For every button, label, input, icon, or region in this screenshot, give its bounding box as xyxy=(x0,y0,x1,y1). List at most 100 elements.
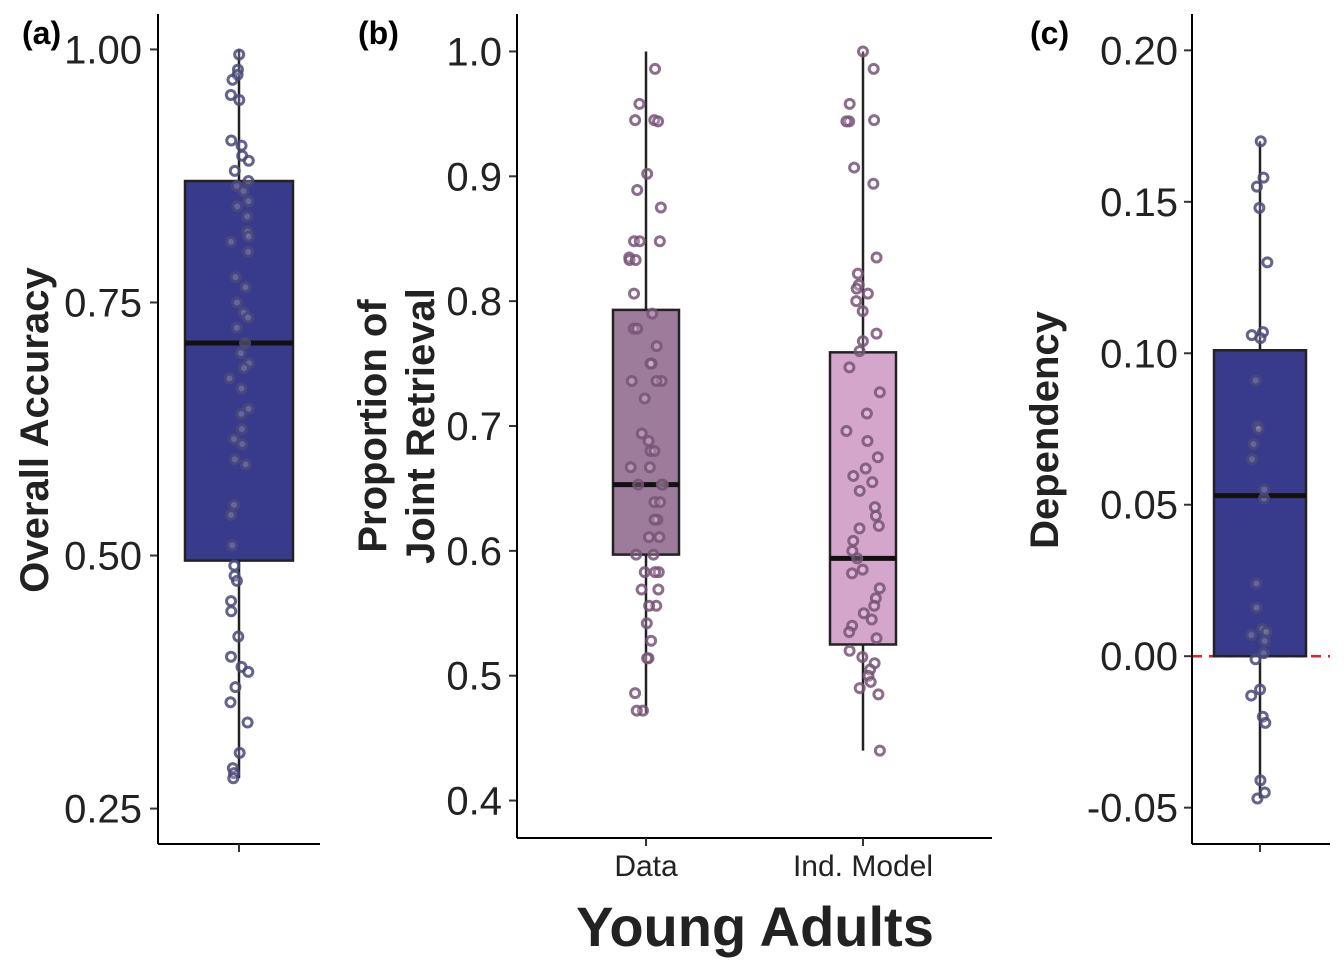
data-point xyxy=(654,201,667,214)
data-point xyxy=(242,175,255,188)
data-point xyxy=(648,444,661,457)
data-point xyxy=(228,433,241,446)
data-point xyxy=(867,177,880,190)
data-point xyxy=(233,94,246,107)
panel-b-y-ticks: 0.4 0.5 0.6 0.7 0.8 0.9 1.0 xyxy=(446,30,517,824)
data-point xyxy=(644,357,657,370)
data-point xyxy=(1254,135,1267,148)
panel-c-dependency: (c) Dependency -0.05 0.00 0.05 0.10 0.15 0.20 xyxy=(1023,14,1330,852)
y-tick-label: 0.9 xyxy=(446,155,502,199)
data-point xyxy=(239,458,252,471)
panel-b-category-ind-model: Ind. Model xyxy=(793,850,933,883)
panel-a-label: (a) xyxy=(22,15,61,51)
data-point xyxy=(868,599,881,612)
panel-b-plot-area xyxy=(611,45,898,757)
data-point xyxy=(225,134,238,147)
data-point xyxy=(1254,774,1267,787)
data-point xyxy=(859,462,872,475)
y-tick-label: 0.05 xyxy=(1100,484,1178,528)
data-point xyxy=(630,704,643,717)
data-point xyxy=(638,566,651,579)
data-point xyxy=(638,392,651,405)
panel-c-y-ticks: -0.05 0.00 0.05 0.10 0.15 0.20 xyxy=(1087,29,1192,831)
data-point xyxy=(847,469,860,482)
data-point xyxy=(1257,647,1270,660)
data-point xyxy=(649,566,662,579)
data-point xyxy=(1250,577,1263,590)
data-point xyxy=(856,335,869,348)
data-point xyxy=(857,607,870,620)
y-tick-label: 0.6 xyxy=(446,530,502,574)
data-point xyxy=(856,650,869,663)
data-point xyxy=(853,682,866,695)
y-tick-label: 1.0 xyxy=(446,30,502,74)
data-point xyxy=(241,716,254,729)
data-point xyxy=(649,62,662,75)
data-point xyxy=(241,210,254,223)
data-point xyxy=(873,386,886,399)
box-iqr xyxy=(183,179,295,562)
data-point xyxy=(847,534,860,547)
data-point xyxy=(641,652,654,665)
data-point xyxy=(624,461,637,474)
data-point xyxy=(652,583,665,596)
data-point xyxy=(1254,683,1267,696)
data-point xyxy=(242,665,255,678)
data-point xyxy=(230,321,243,334)
data-point xyxy=(641,167,654,180)
data-point xyxy=(632,478,645,491)
data-point xyxy=(1257,171,1270,184)
data-point xyxy=(630,548,643,561)
data-point xyxy=(843,626,856,638)
box-iqr xyxy=(828,351,898,646)
data-point xyxy=(840,424,853,437)
data-point xyxy=(629,687,642,700)
data-point xyxy=(867,62,880,75)
panel-c-plot-area xyxy=(1192,135,1330,805)
data-point xyxy=(233,746,246,759)
data-point xyxy=(856,305,869,318)
data-point xyxy=(860,407,873,420)
data-point xyxy=(861,434,874,447)
data-point xyxy=(643,599,656,612)
data-point xyxy=(870,251,883,264)
data-point xyxy=(843,361,856,374)
data-point xyxy=(642,434,655,447)
data-point xyxy=(227,772,240,785)
data-point xyxy=(224,88,237,101)
data-point xyxy=(850,282,863,295)
data-point xyxy=(1258,786,1271,799)
data-point xyxy=(1250,601,1263,614)
y-tick-label: 0.75 xyxy=(64,281,142,325)
data-point xyxy=(653,235,666,248)
y-tick-label: 0.4 xyxy=(446,780,502,824)
data-point xyxy=(233,48,246,61)
data-point xyxy=(1260,625,1273,638)
data-point xyxy=(853,484,866,497)
data-point xyxy=(232,630,245,643)
data-point xyxy=(1261,256,1274,269)
data-point xyxy=(230,574,243,587)
data-point xyxy=(239,336,252,349)
panel-b-ylabel-line2: Joint Retrieval xyxy=(399,288,443,564)
data-point xyxy=(647,548,660,561)
data-point xyxy=(873,744,886,757)
data-point xyxy=(1245,689,1258,702)
data-point xyxy=(857,45,870,58)
data-point xyxy=(851,552,864,565)
data-point xyxy=(224,509,237,522)
data-point xyxy=(868,114,881,127)
data-point xyxy=(629,114,642,127)
panel-b-joint-retrieval: (b) Proportion of Joint Retrieval 0.4 0.5… xyxy=(351,14,992,958)
data-point xyxy=(843,97,856,110)
data-point xyxy=(1259,716,1272,729)
data-point xyxy=(242,245,255,258)
data-point xyxy=(235,407,248,420)
data-point xyxy=(242,154,255,167)
data-point xyxy=(228,164,241,177)
data-point xyxy=(228,559,241,572)
data-point xyxy=(650,340,663,353)
data-point xyxy=(239,281,252,294)
data-point xyxy=(848,161,861,174)
data-point xyxy=(631,184,644,197)
